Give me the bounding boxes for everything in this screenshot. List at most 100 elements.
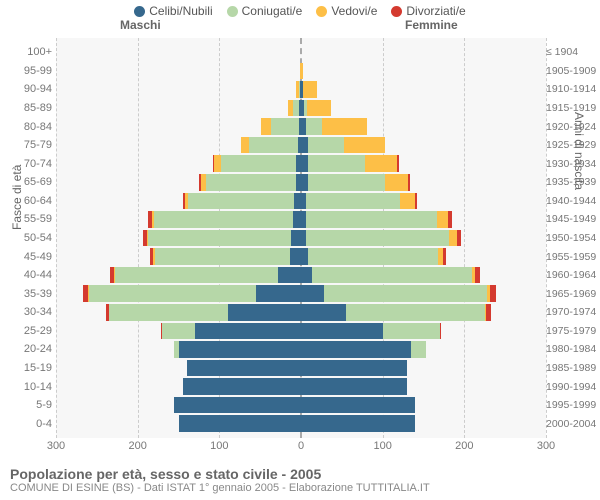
birth-year-label: 1995-1999 — [546, 399, 600, 411]
bar-segment-female — [303, 81, 316, 98]
age-label: 95-99 — [0, 65, 52, 77]
bar-segment-male — [179, 415, 302, 432]
pyramid-row — [56, 192, 546, 211]
bar-segment-female — [301, 378, 407, 395]
bar-segment-male — [110, 267, 114, 284]
pyramid-row — [56, 62, 546, 81]
pyramid-row — [56, 359, 546, 378]
legend-swatch — [391, 6, 402, 17]
bar-segment-female — [301, 360, 407, 377]
pyramid-row — [56, 284, 546, 303]
legend-label: Vedovi/e — [331, 4, 377, 18]
birth-year-label: 1905-1909 — [546, 65, 600, 77]
legend-swatch — [316, 6, 327, 17]
pyramid-row — [56, 210, 546, 229]
bar-segment-female — [301, 397, 415, 414]
birth-year-label: 1925-1929 — [546, 139, 600, 151]
pyramid-row — [56, 414, 546, 433]
bar-segment-female — [486, 304, 491, 321]
age-label: 45-49 — [0, 251, 52, 263]
legend-label: Celibi/Nubili — [149, 4, 212, 18]
bar-segment-female — [301, 341, 411, 358]
bar-segment-female — [383, 323, 440, 340]
bar-segment-male — [291, 230, 301, 247]
bar-segment-female — [308, 248, 439, 265]
bar-segment-female — [490, 285, 497, 302]
age-label: 85-89 — [0, 102, 52, 114]
pyramid-row — [56, 173, 546, 192]
x-tick-label: 200 — [128, 440, 146, 452]
bar-segment-male — [155, 248, 290, 265]
bar-segment-female — [397, 155, 399, 172]
plot-area — [56, 38, 546, 438]
bar-segment-female — [301, 63, 303, 80]
birth-year-label: 1960-1964 — [546, 269, 600, 281]
birth-year-label: 1965-1969 — [546, 288, 600, 300]
bar-segment-male — [148, 230, 291, 247]
pyramid-row — [56, 117, 546, 136]
bar-segment-male — [299, 81, 301, 98]
bar-segment-male — [241, 137, 249, 154]
bar-segment-male — [89, 285, 256, 302]
bar-segment-male — [290, 248, 301, 265]
bar-segment-female — [457, 230, 461, 247]
pyramid-row — [56, 247, 546, 266]
bar-segment-male — [256, 285, 301, 302]
bar-segment-female — [301, 304, 346, 321]
age-label: 65-69 — [0, 176, 52, 188]
bar-segment-female — [308, 174, 386, 191]
bar-segment-male — [188, 193, 294, 210]
chart-footer: Popolazione per età, sesso e stato civil… — [10, 466, 430, 494]
legend-label: Coniugati/e — [242, 4, 303, 18]
pyramid-row — [56, 136, 546, 155]
female-header: Femmine — [405, 18, 458, 32]
bar-segment-female — [443, 248, 446, 265]
bar-segment-male — [150, 248, 153, 265]
bar-segment-male — [106, 304, 109, 321]
birth-year-label: 1910-1914 — [546, 83, 600, 95]
bar-segment-male — [161, 323, 162, 340]
bar-segment-female — [308, 155, 365, 172]
birth-year-label: 1935-1939 — [546, 176, 600, 188]
bar-segment-female — [385, 174, 408, 191]
bar-segment-female — [306, 193, 400, 210]
pyramid-row — [56, 43, 546, 62]
bar-segment-male — [228, 304, 302, 321]
bar-segment-female — [301, 267, 312, 284]
bar-segment-male — [148, 211, 151, 228]
pyramid-row — [56, 377, 546, 396]
age-label: 40-44 — [0, 269, 52, 281]
bar-segment-male — [221, 155, 296, 172]
bar-segment-female — [306, 211, 437, 228]
pyramid-row — [56, 322, 546, 341]
bar-segment-male — [154, 211, 293, 228]
chart-title: Popolazione per età, sesso e stato civil… — [10, 466, 430, 482]
age-label: 30-34 — [0, 306, 52, 318]
age-label: 100+ — [0, 46, 52, 58]
chart-container: Celibi/NubiliConiugati/eVedovi/eDivorzia… — [0, 0, 600, 500]
legend-item: Celibi/Nubili — [134, 4, 212, 18]
bar-segment-female — [449, 230, 457, 247]
birth-year-label: 1980-1984 — [546, 343, 600, 355]
bar-segment-male — [114, 267, 115, 284]
pyramid-row — [56, 396, 546, 415]
age-label: 0-4 — [0, 418, 52, 430]
birth-year-label: 1990-1994 — [546, 381, 600, 393]
age-label: 90-94 — [0, 83, 52, 95]
bar-segment-male — [162, 323, 195, 340]
bar-segment-male — [115, 267, 278, 284]
pyramid-row — [56, 303, 546, 322]
birth-year-label: 1975-1979 — [546, 325, 600, 337]
legend-item: Vedovi/e — [316, 4, 377, 18]
column-headers: Maschi Femmine — [0, 18, 600, 34]
bar-segment-female — [301, 415, 415, 432]
bar-segment-female — [400, 193, 415, 210]
bar-segment-male — [179, 341, 302, 358]
bar-segment-female — [437, 211, 448, 228]
birth-year-label: 1940-1944 — [546, 195, 600, 207]
bar-segment-male — [174, 341, 178, 358]
age-label: 80-84 — [0, 121, 52, 133]
age-label: 10-14 — [0, 381, 52, 393]
pyramid-row — [56, 266, 546, 285]
pyramid-row — [56, 229, 546, 248]
